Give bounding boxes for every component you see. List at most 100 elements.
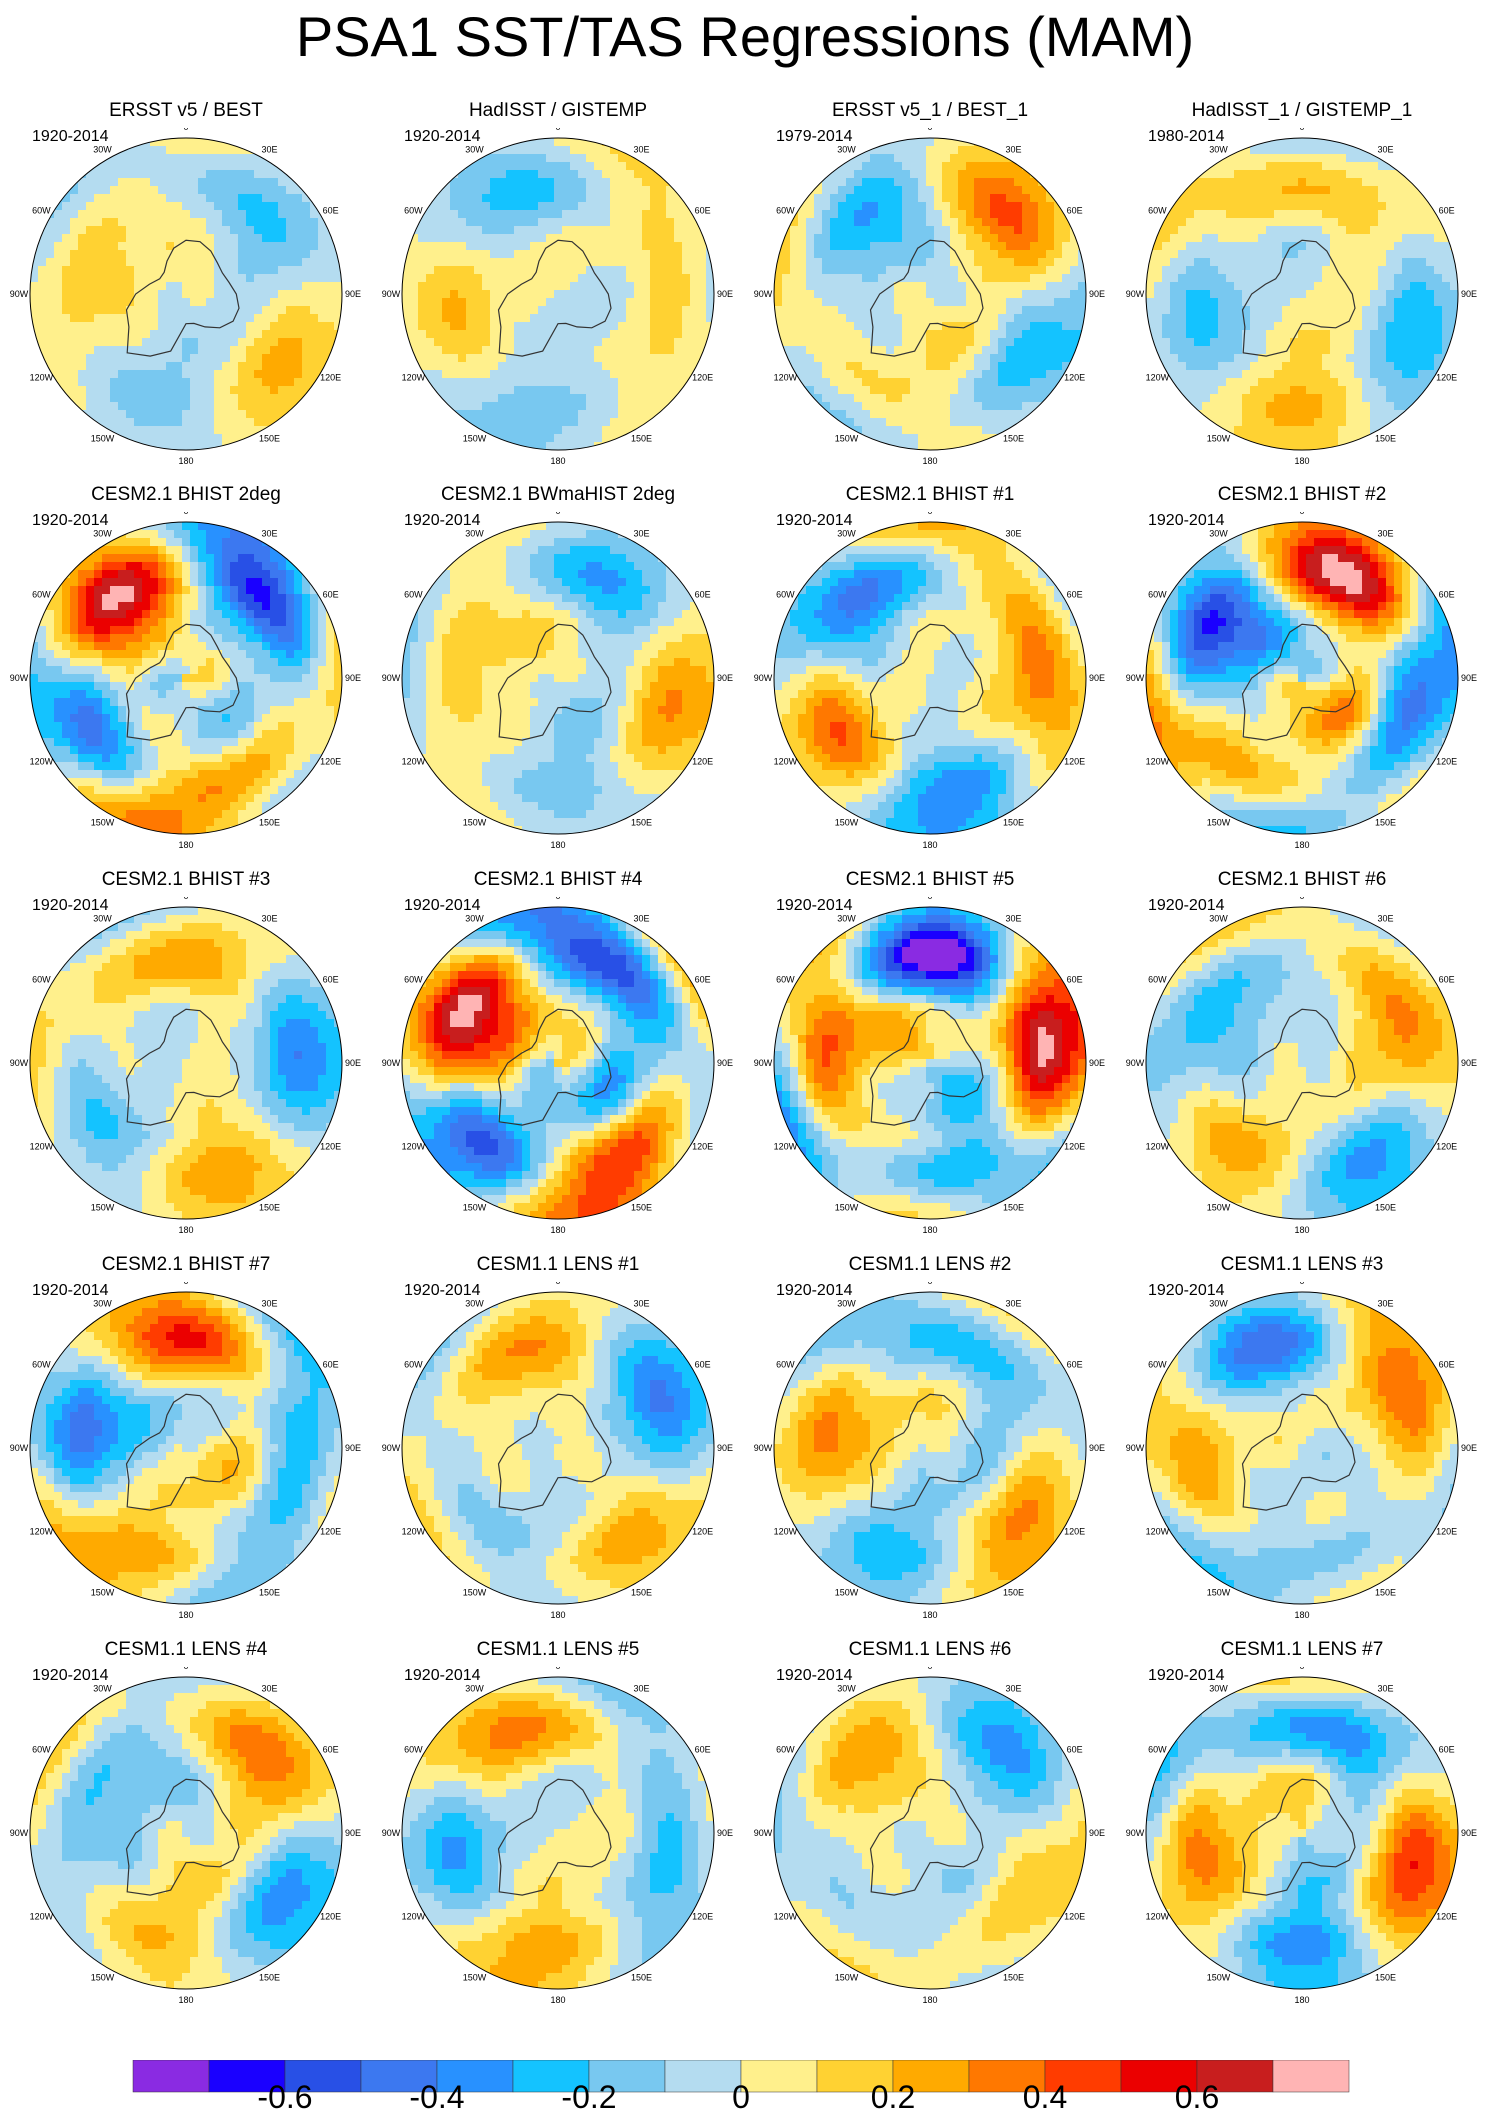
field-cell bbox=[1386, 250, 1395, 259]
field-cell bbox=[286, 194, 295, 203]
field-cell bbox=[1346, 266, 1355, 275]
field-cell bbox=[86, 402, 95, 411]
field-cell bbox=[166, 202, 175, 211]
field-cell bbox=[634, 218, 643, 227]
field-cell bbox=[610, 154, 619, 163]
field-cell bbox=[1250, 170, 1259, 179]
field-cell bbox=[934, 234, 943, 243]
field-cell bbox=[38, 306, 47, 315]
longitude-label: 30W bbox=[465, 144, 484, 154]
field-cell bbox=[1006, 410, 1015, 419]
field-cell bbox=[326, 322, 335, 331]
field-cell bbox=[450, 338, 459, 347]
field-cell bbox=[990, 170, 999, 179]
field-cell bbox=[822, 178, 831, 187]
field-cell bbox=[1354, 194, 1363, 203]
field-cell bbox=[658, 242, 667, 251]
field-cell bbox=[102, 298, 111, 307]
field-cell bbox=[1170, 186, 1179, 195]
field-cell bbox=[562, 138, 571, 147]
field-cell bbox=[602, 354, 611, 363]
field-cell bbox=[538, 402, 547, 411]
field-cell bbox=[1030, 322, 1039, 331]
longitude-label: 150W bbox=[91, 434, 115, 444]
field-cell bbox=[1354, 322, 1363, 331]
field-cell bbox=[1346, 194, 1355, 203]
field-cell bbox=[62, 234, 71, 243]
field-cell bbox=[158, 330, 167, 339]
field-cell bbox=[230, 274, 239, 283]
field-cell bbox=[846, 410, 855, 419]
field-cell bbox=[1046, 314, 1055, 323]
longitude-label: 90E bbox=[717, 289, 733, 299]
field-cell bbox=[482, 242, 491, 251]
field-cell bbox=[1178, 266, 1187, 275]
field-cell bbox=[1314, 282, 1323, 291]
field-cell bbox=[918, 274, 927, 283]
field-cell bbox=[998, 426, 1007, 435]
field-cell bbox=[958, 402, 967, 411]
field-cell bbox=[974, 282, 983, 291]
field-cell bbox=[1290, 202, 1299, 211]
field-cell bbox=[1178, 354, 1187, 363]
field-cell bbox=[410, 338, 419, 347]
field-cell bbox=[1202, 274, 1211, 283]
field-cell bbox=[1330, 202, 1339, 211]
field-cell bbox=[602, 330, 611, 339]
field-cell bbox=[1386, 306, 1395, 315]
field-cell bbox=[134, 210, 143, 219]
field-cell bbox=[198, 418, 207, 427]
field-cell bbox=[1234, 258, 1243, 267]
field-cell bbox=[1146, 282, 1155, 291]
field-cell bbox=[846, 218, 855, 227]
field-cell bbox=[214, 354, 223, 363]
field-cell bbox=[886, 434, 895, 443]
field-cell bbox=[278, 202, 287, 211]
field-cell bbox=[286, 234, 295, 243]
field-cell bbox=[666, 258, 675, 267]
field-cell bbox=[806, 338, 815, 347]
field-cell bbox=[650, 170, 659, 179]
field-cell bbox=[182, 282, 191, 291]
field-cell bbox=[942, 306, 951, 315]
field-cell bbox=[1022, 298, 1031, 307]
field-cell bbox=[974, 274, 983, 283]
field-cell bbox=[1006, 354, 1015, 363]
field-cell bbox=[862, 218, 871, 227]
field-cell bbox=[318, 338, 327, 347]
field-cell bbox=[530, 226, 539, 235]
field-cell bbox=[286, 298, 295, 307]
field-cell bbox=[94, 290, 103, 299]
field-cell bbox=[1306, 186, 1315, 195]
field-cell bbox=[974, 418, 983, 427]
field-cell bbox=[506, 282, 515, 291]
field-cell bbox=[546, 178, 555, 187]
field-cell bbox=[254, 274, 263, 283]
field-cell bbox=[182, 186, 191, 195]
field-cell bbox=[530, 258, 539, 267]
field-cell bbox=[934, 346, 943, 355]
field-cell bbox=[198, 218, 207, 227]
field-cell bbox=[1338, 322, 1347, 331]
field-cell bbox=[1330, 338, 1339, 347]
field-cell bbox=[594, 338, 603, 347]
field-cell bbox=[158, 314, 167, 323]
field-cell bbox=[838, 418, 847, 427]
field-cell bbox=[498, 418, 507, 427]
field-cell bbox=[206, 178, 215, 187]
field-cell bbox=[894, 218, 903, 227]
field-cell bbox=[62, 178, 71, 187]
field-cell bbox=[150, 418, 159, 427]
field-cell bbox=[62, 378, 71, 387]
field-cell bbox=[822, 258, 831, 267]
field-cell bbox=[1146, 266, 1155, 275]
field-cell bbox=[1210, 282, 1219, 291]
field-cell bbox=[142, 194, 151, 203]
field-cell bbox=[610, 202, 619, 211]
field-cell bbox=[498, 442, 507, 450]
field-cell bbox=[1070, 282, 1079, 291]
field-cell bbox=[246, 250, 255, 259]
field-cell bbox=[94, 282, 103, 291]
field-cell bbox=[1226, 202, 1235, 211]
field-cell bbox=[310, 250, 319, 259]
